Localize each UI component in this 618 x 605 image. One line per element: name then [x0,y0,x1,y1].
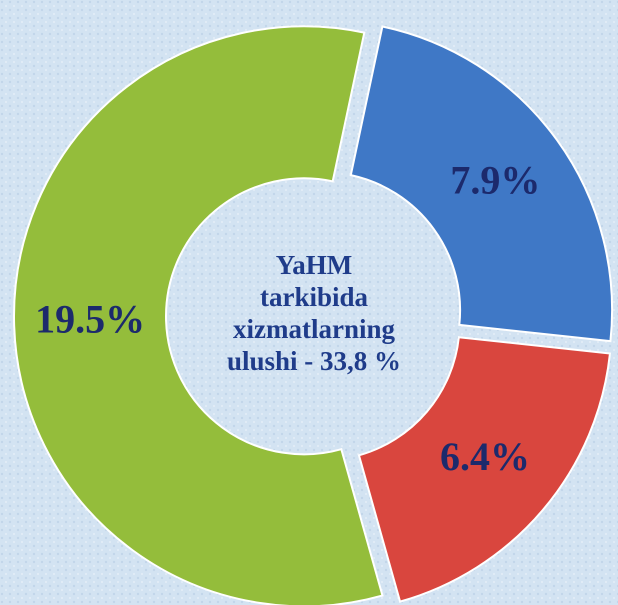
center-text: tarkibida [260,282,369,312]
donut-segment [13,25,384,605]
center-text: YaHM [276,250,353,280]
center-text: xizmatlarning [233,314,395,344]
donut-segment [349,25,614,343]
donut-segment [357,336,612,603]
data-label: 6.4% [440,434,530,479]
data-label: 7.9% [450,158,540,203]
data-label: 19.5% [35,296,145,341]
center-text: ulushi - 33,8 % [227,346,401,376]
